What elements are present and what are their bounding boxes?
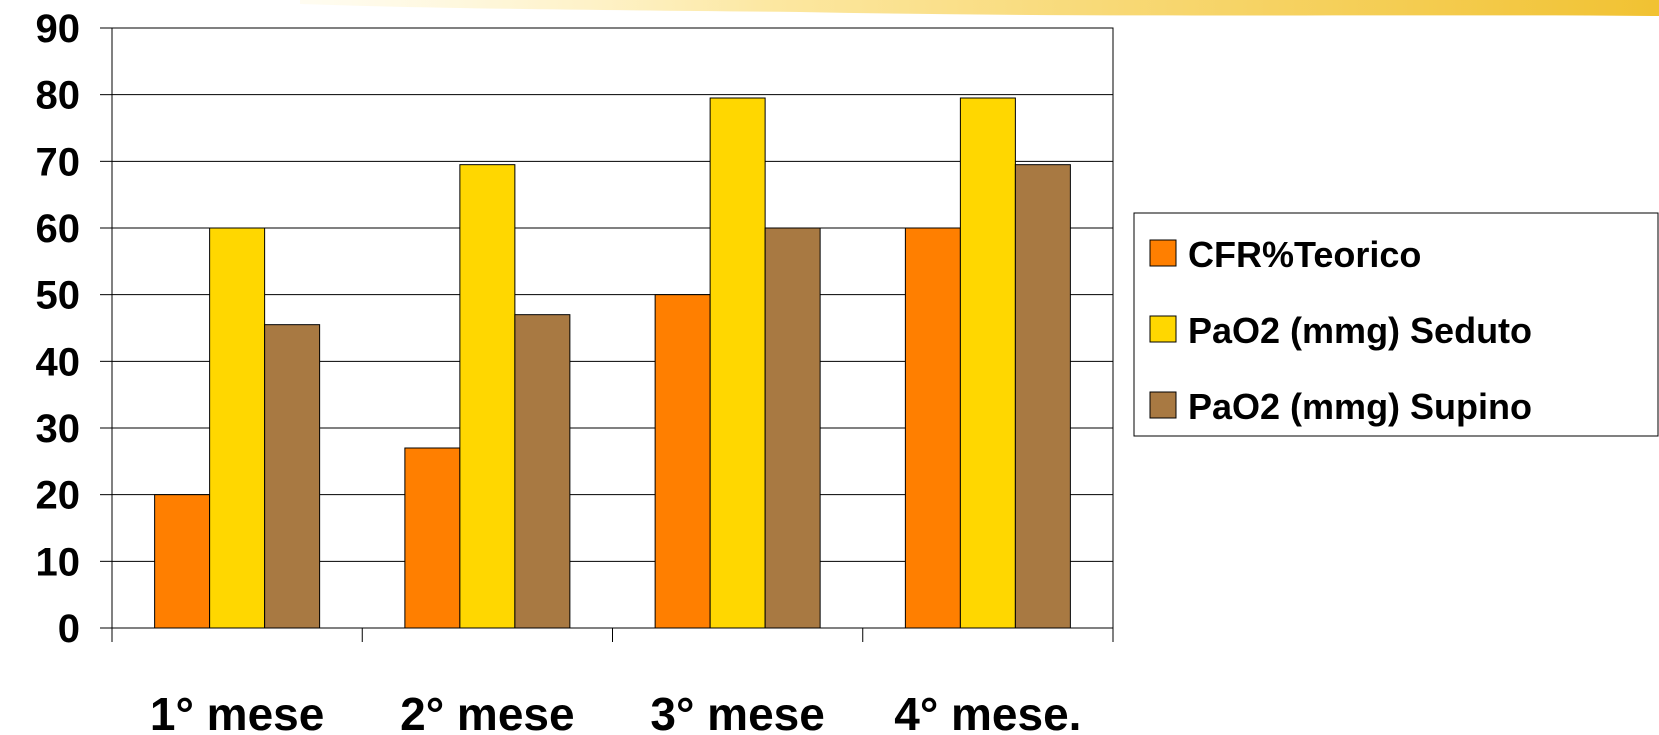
bar-2-4 <box>959 97 1016 629</box>
x-category-label: 4° mese. <box>894 688 1081 735</box>
y-tick-label: 20 <box>36 474 81 518</box>
bar-1-3 <box>654 294 711 629</box>
y-tick-label: 90 <box>36 7 81 51</box>
x-category-label: 3° mese <box>650 688 824 735</box>
legend-swatch <box>1149 391 1177 419</box>
bar-2-2 <box>459 164 516 629</box>
x-category-label: 1° mese <box>150 688 324 735</box>
legend-swatch <box>1149 315 1177 343</box>
bar-3-2 <box>514 314 571 629</box>
legend-label: PaO2 (mmg) Seduto <box>1188 310 1532 351</box>
y-tick-label: 10 <box>36 540 81 584</box>
bar-1-2 <box>404 447 461 629</box>
y-tick-label: 70 <box>36 140 81 184</box>
y-tick-label: 60 <box>36 207 81 251</box>
bar-2-1 <box>209 227 266 629</box>
x-category-label: 2° mese <box>400 688 574 735</box>
y-tick-label: 50 <box>36 274 81 318</box>
legend-label: PaO2 (mmg) Supino <box>1188 386 1532 427</box>
legend: CFR%Teorico PaO2 (mmg) Seduto PaO2 (mmg) S… <box>1133 212 1659 437</box>
y-tick-label: 40 <box>36 340 81 384</box>
legend-label: CFR%Teorico <box>1188 234 1421 275</box>
bar-1-4 <box>904 227 961 629</box>
decorative-brush-stroke <box>300 0 1659 16</box>
plot-area: 0 10 20 30 40 50 60 70 80 90 1° mese 2° mese 3° mese… <box>36 7 1114 735</box>
bar-3-1 <box>264 324 321 629</box>
bar-3-4 <box>1014 164 1071 629</box>
y-tick-label: 0 <box>58 607 80 651</box>
bar-3-3 <box>764 227 821 629</box>
legend-box <box>1133 212 1659 437</box>
bar-2-3 <box>709 97 766 629</box>
bar-1-1 <box>154 494 211 629</box>
y-tick-label: 80 <box>36 74 81 118</box>
y-tick-label: 30 <box>36 407 81 451</box>
legend-swatch <box>1149 239 1177 267</box>
